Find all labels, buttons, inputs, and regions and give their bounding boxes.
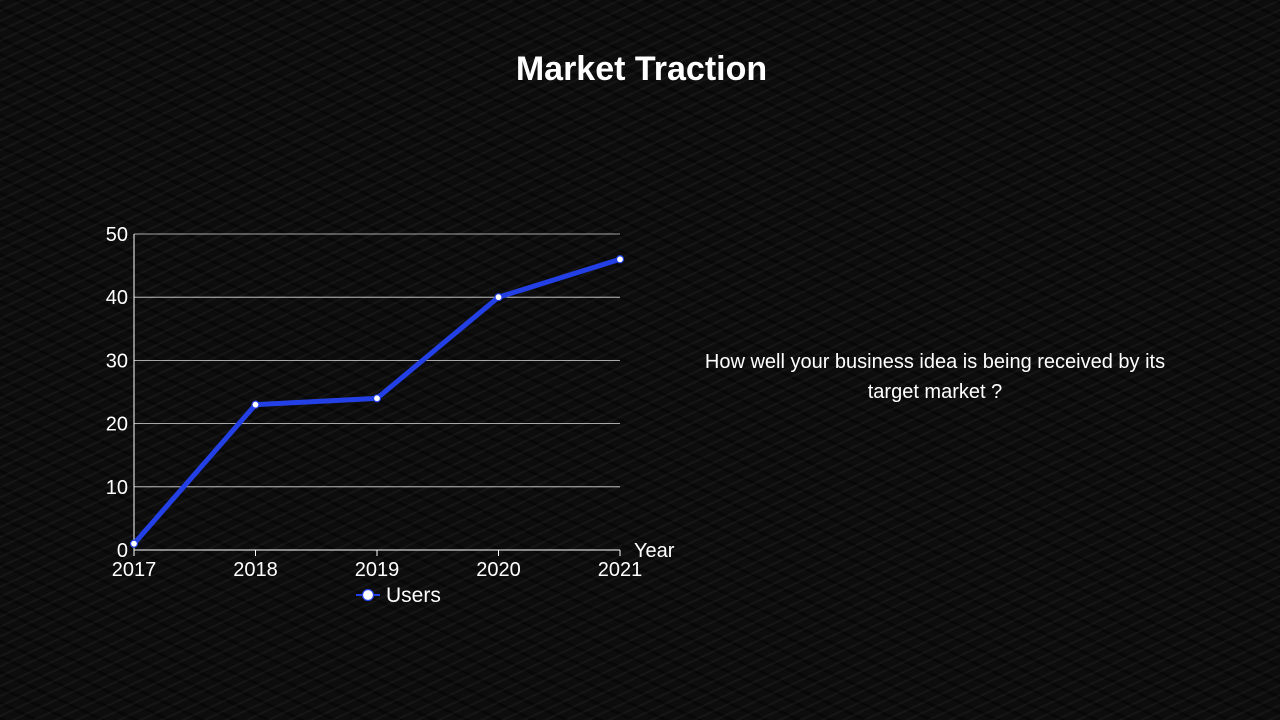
y-axis: 0 10 20 30 40 50 [106, 224, 135, 562]
legend-swatch-marker [361, 588, 375, 602]
y-gridlines [134, 233, 620, 488]
x-axis-title: Year [634, 540, 675, 562]
x-tick-label: 2021 [598, 559, 643, 581]
data-point [372, 394, 382, 403]
data-point [129, 539, 139, 548]
slide-title: Market Traction [515, 50, 768, 88]
y-tick-label: 30 [106, 350, 128, 372]
series-layer [129, 255, 625, 548]
legend: Users [356, 584, 441, 607]
x-tick-label: 2017 [112, 559, 157, 581]
y-tick-label: 0 [117, 540, 128, 562]
data-point [615, 255, 625, 264]
description-text: How well your business idea is being rec… [704, 351, 1166, 403]
x-tick-label: 2019 [355, 559, 400, 581]
x-tick-label: 2020 [476, 559, 521, 581]
y-tick-label: 40 [106, 287, 128, 309]
data-point [251, 400, 260, 409]
data-point [494, 293, 503, 302]
y-tick-label: 10 [106, 477, 128, 499]
y-tick-label: 50 [106, 224, 128, 246]
x-tick-label: 2018 [233, 559, 278, 581]
legend-label: Users [386, 584, 441, 607]
y-tick-label: 20 [106, 414, 128, 436]
